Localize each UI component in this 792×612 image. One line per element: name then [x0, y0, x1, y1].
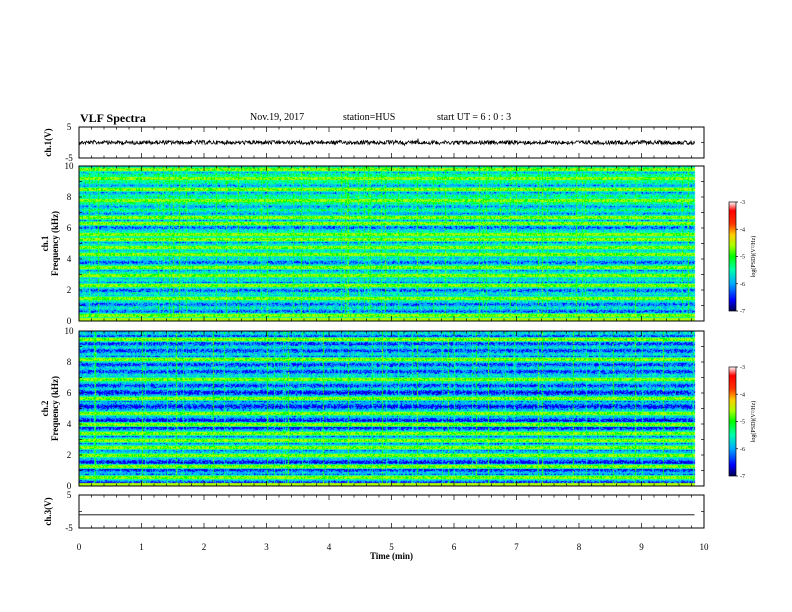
colorbar-label-text: log(PSD)(V²/Hz): [750, 236, 757, 277]
ch3-waveform-y-tick-label: -5: [65, 523, 73, 533]
colorbar-label-text: log(PSD)(V²/Hz): [750, 401, 757, 442]
ch2-colorbar: [728, 366, 737, 477]
x-tick-label: 10: [700, 542, 710, 552]
ch1-waveform-ylabel: ch.1(V): [43, 128, 53, 156]
ch1-spectrogram-y-tick-label: 10: [65, 161, 75, 171]
date-label: Nov.19, 2017: [250, 112, 305, 123]
ch1-waveform-ylabel-line: ch.1(V): [43, 128, 53, 156]
x-tick-label: 1: [139, 542, 144, 552]
ch3-waveform-y-tick-label: 5: [67, 490, 72, 500]
colorbar-tick-label: -4: [740, 392, 745, 398]
ch1-waveform-y-tick-label: -5: [65, 153, 73, 163]
x-tick-label: 0: [77, 542, 82, 552]
ch2-spectrogram-y-tick-label: 0: [67, 481, 72, 491]
ch1-waveform-y-tick-label: 5: [67, 122, 72, 132]
x-tick-label: 2: [202, 542, 207, 552]
colorbar-tick-label: -3: [740, 200, 745, 206]
ch1-spectrogram-y-tick-label: 8: [67, 192, 72, 202]
ch1-spectrogram-y-tick-label: 4: [67, 254, 72, 264]
colorbar-tick-label: -7: [740, 474, 745, 480]
colorbar-label: log(PSD)(V²/Hz): [750, 236, 757, 277]
ch1-spectrogram-ylabel-line: Frequency (kHz): [50, 211, 60, 276]
ch2-spectrogram-image: [79, 331, 704, 486]
ch2-spectrogram-y-tick-label: 6: [67, 388, 72, 398]
colorbar-tick-label: -6: [740, 447, 745, 453]
x-tick-label: 3: [264, 542, 269, 552]
ch1-spectrogram-y-tick-label: 2: [67, 285, 72, 295]
station-label: station=HUS: [343, 112, 396, 123]
colorbar-label: log(PSD)(V²/Hz): [750, 401, 757, 442]
x-tick-label: 8: [577, 542, 582, 552]
x-tick-label: 6: [452, 542, 457, 552]
ch1-spectrogram-y-tick-label: 6: [67, 223, 72, 233]
colorbar-tick-label: -7: [740, 309, 745, 315]
colorbar-tick-label: -6: [740, 282, 745, 288]
x-tick-label: 4: [327, 542, 332, 552]
ch2-spectrogram-ylabel-line: Frequency (kHz): [50, 376, 60, 441]
ch3-waveform-ylabel-line: ch.3(V): [43, 497, 53, 525]
x-tick-label: 5: [389, 542, 394, 552]
colorbar-tick-label: -4: [740, 227, 745, 233]
ch1-spectrogram-y-tick-label: 0: [67, 316, 72, 326]
x-tick-label: 9: [639, 542, 644, 552]
ch2-spectrogram-y-tick-label: 8: [67, 357, 72, 367]
ch2-spectrogram-y-tick-label: 4: [67, 419, 72, 429]
figure-title: VLF Spectra: [80, 111, 146, 125]
colorbar-tick-label: -5: [740, 420, 745, 426]
ch2-spectrogram-ylabel: ch.2 Frequency (kHz): [40, 376, 60, 441]
ch1-spectrogram-image: [79, 166, 704, 321]
x-tick-label: 7: [514, 542, 519, 552]
x-axis-label: Time (min): [370, 551, 413, 561]
ch1-spectrogram-ylabel-line: ch.1: [40, 235, 50, 251]
ch1-waveform-line: [78, 138, 695, 147]
ch3-waveform-ylabel: ch.3(V): [43, 497, 53, 525]
start-time-label: start UT = 6 : 0 : 3: [437, 112, 512, 123]
colorbar-tick-label: -3: [740, 365, 745, 371]
colorbar-tick-label: -5: [740, 255, 745, 261]
ch2-spectrogram-ylabel-line: ch.2: [40, 400, 50, 416]
ch2-spectrogram-y-tick-label: 2: [67, 450, 72, 460]
ch1-colorbar: [728, 201, 737, 312]
ch1-spectrogram-ylabel: ch.1 Frequency (kHz): [40, 211, 60, 276]
ch2-spectrogram-y-tick-label: 10: [65, 326, 75, 336]
